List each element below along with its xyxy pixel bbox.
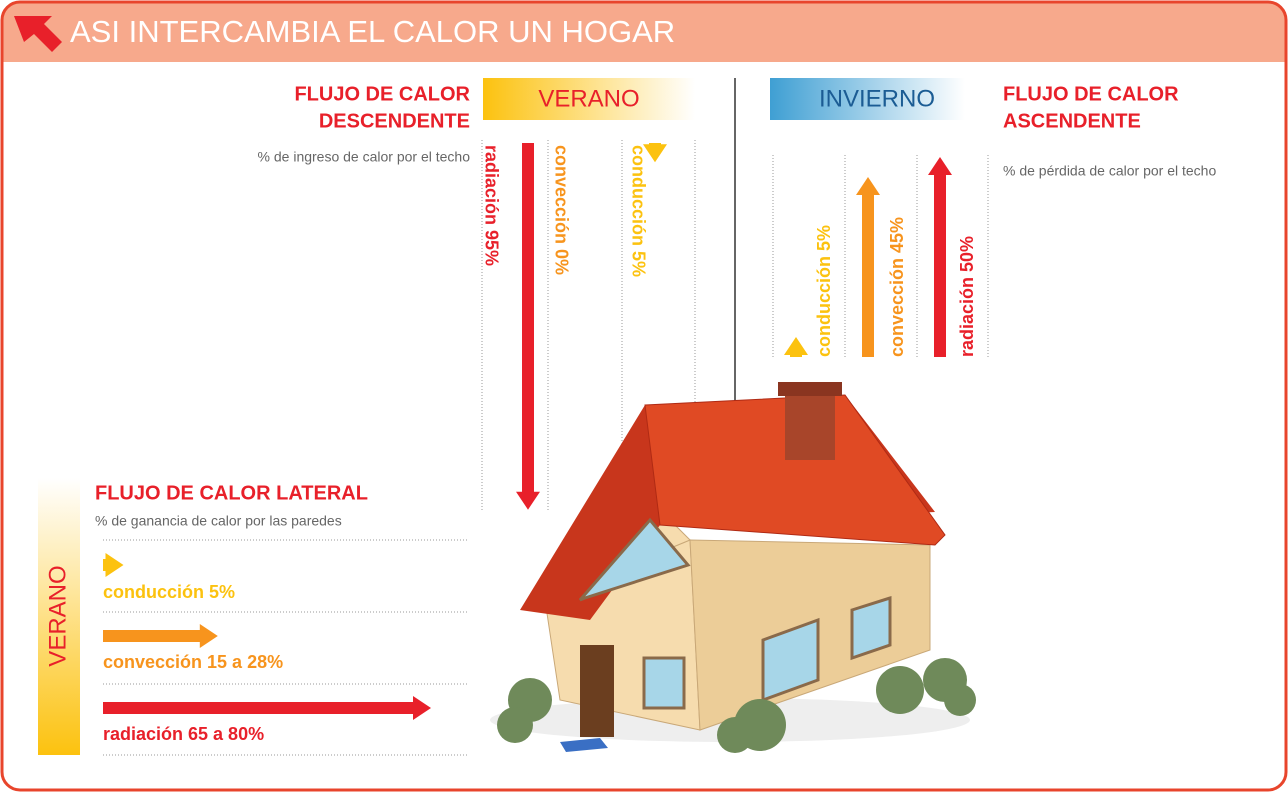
section-title: FLUJO DE CALOR xyxy=(294,83,470,105)
section-title: ASCENDENTE xyxy=(1003,110,1141,132)
flow-label: radiación 50% xyxy=(957,236,977,357)
flow-label: convección 45% xyxy=(887,217,907,357)
flow-arrow xyxy=(103,553,124,577)
section-title: DESCENDENTE xyxy=(319,110,470,132)
season-label: VERANO xyxy=(44,565,71,666)
section-title: FLUJO DE CALOR xyxy=(1003,83,1179,105)
section-subtitle: % de pérdida de calor por el techo xyxy=(1003,163,1216,179)
flow-label: radiación 65 a 80% xyxy=(103,724,264,744)
flow-arrow xyxy=(856,177,880,357)
flow-arrow xyxy=(928,157,952,357)
infographic: ASI INTERCAMBIA EL CALOR UN HOGAR FLUJO … xyxy=(0,0,1288,792)
flow-label: radiación 95% xyxy=(481,145,501,266)
section-title: FLUJO DE CALOR LATERAL xyxy=(95,482,368,504)
season-label: INVIERNO xyxy=(819,85,935,112)
flow-arrow xyxy=(784,337,808,357)
season-label: VERANO xyxy=(538,85,639,112)
flow-label: conducción 5% xyxy=(103,582,235,602)
house-illustration xyxy=(490,382,976,753)
title: ASI INTERCAMBIA EL CALOR UN HOGAR xyxy=(70,14,675,49)
flow-arrow xyxy=(103,624,218,648)
section-subtitle: % de ingreso de calor por el techo xyxy=(258,149,471,165)
flow-label: convección 0% xyxy=(551,145,571,275)
flow-label: convección 15 a 28% xyxy=(103,652,283,672)
flow-arrow xyxy=(103,696,431,720)
section-subtitle: % de ganancia de calor por las paredes xyxy=(95,513,342,529)
flow-label: conducción 5% xyxy=(814,225,834,357)
flow-arrow xyxy=(516,143,540,510)
flow-label: conducción 5% xyxy=(628,145,648,277)
